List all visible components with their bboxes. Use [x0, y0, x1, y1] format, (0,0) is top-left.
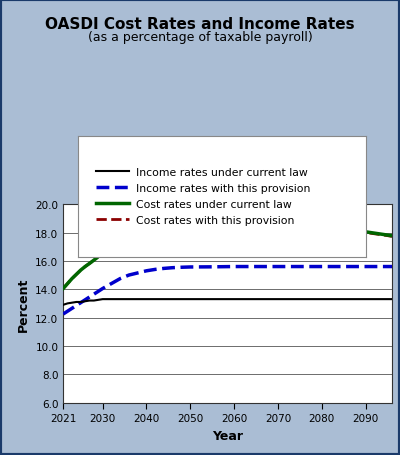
Text: (as a percentage of taxable payroll): (as a percentage of taxable payroll) — [88, 30, 312, 44]
X-axis label: Year: Year — [212, 429, 243, 441]
Legend: Income rates under current law, Income rates with this provision, Cost rates und: Income rates under current law, Income r… — [92, 164, 315, 230]
Y-axis label: Percent: Percent — [17, 277, 30, 331]
Text: OASDI Cost Rates and Income Rates: OASDI Cost Rates and Income Rates — [45, 17, 355, 32]
